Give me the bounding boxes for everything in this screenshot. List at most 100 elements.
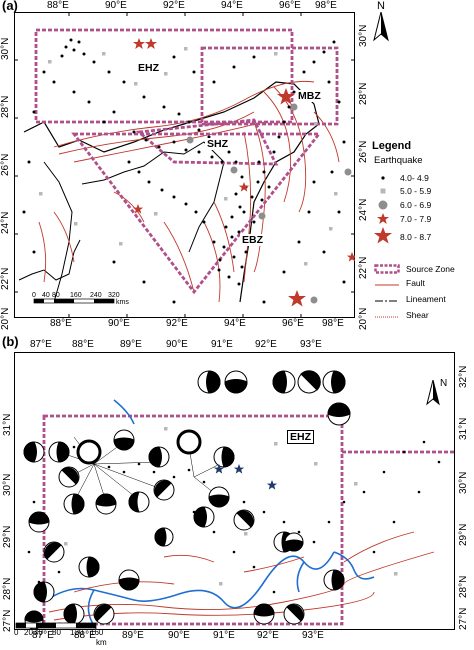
zone-label-ehz: EHZ [136,62,161,74]
earthquake-stars [132,38,355,307]
scale-label: 320 [108,292,120,299]
bottom-tick: 94°E [224,318,246,329]
left-tick: 24°N [0,211,11,234]
bottom-tick: 92°E [257,630,279,641]
legend-mag-2: 5.0 - 5.9 [400,186,432,196]
panel-b: (b) 87°E 88°E 89°E 90°E 91°E 92°E 93°E 3… [0,330,474,650]
scale-unit: kms [116,299,129,306]
top-tick: 93°E [300,339,322,350]
top-tick: 90°E [166,339,188,350]
right-tick: 22°N [358,256,369,279]
legend-zone-swatch [374,264,400,274]
right-tick: 28°N [458,575,469,598]
bottom-tick: 98°E [322,318,344,329]
right-tick: 24°N [358,198,369,221]
scale-label: 120 [70,628,84,637]
bottom-tick: 96°E [282,318,304,329]
legend-shear-swatch [375,316,399,318]
top-tick: 96°E [279,0,301,11]
zone-label-shz: SHZ [205,138,230,150]
map-a [14,12,355,318]
earthquake-squares [39,47,338,266]
top-tick: 87°E [30,339,52,350]
zone-shz [135,118,279,166]
scale-label: 160 [70,292,82,299]
legend-shear: Shear [406,310,429,320]
scale-label: 160 [90,628,104,637]
legend-symbol-dot [381,176,385,180]
scale-label: 0 [32,292,36,299]
left-tick: 30°N [0,37,11,60]
boundary-line [23,81,320,303]
bottom-tick: 91°E [213,630,235,641]
scale-label: 80 [52,292,60,299]
river [87,589,100,630]
top-tick: 98°E [315,0,337,11]
top-tick: 92°E [255,339,277,350]
scale-label: 0 [14,628,19,637]
right-tick: 27°N [458,607,469,630]
right-tick: 26°N [358,140,369,163]
legend-mag-4: 7.0 - 7.9 [400,214,432,224]
bottom-tick: 93°E [302,630,324,641]
legend-subtitle: Earthquake [374,155,423,166]
legend-source-zone: Source Zone [406,264,455,274]
left-tick: 28°N [0,95,11,118]
legend-mag-3: 6.0 - 6.9 [400,200,432,210]
legend-symbol-square [380,188,386,194]
north-label-b: N [440,378,448,389]
scale-label: 40 [42,292,50,299]
earthquake-circles [186,103,352,304]
river [43,551,335,609]
bottom-tick: 90°E [168,630,190,641]
left-tick: 27°N [2,609,13,632]
right-tick: 29°N [458,523,469,546]
right-tick: 32°N [458,365,469,388]
zone-ehz [34,28,294,124]
river [333,551,375,580]
left-tick: 22°N [0,267,11,290]
legend-symbol-star-large [374,227,392,244]
left-tick: 31°N [2,413,13,436]
left-tick: 30°N [2,473,13,496]
bottom-tick: 89°E [122,630,144,641]
top-tick: 92°E [163,0,185,11]
top-tick: 94°E [221,0,243,11]
bottom-tick: 88°E [50,318,72,329]
zone-mbz [200,46,339,126]
north-arrow-icon [373,12,389,42]
river [113,399,135,425]
bottom-tick: 90°E [108,318,130,329]
zone-label-mbz: MBZ [296,90,323,102]
beachballs [23,370,351,630]
scale-bar-a [33,298,115,304]
coastline [18,239,81,281]
legend-fault-swatch [375,284,399,286]
legend-fault: Fault [406,278,425,288]
zone-ebz [71,132,322,295]
scale-label: 240 [90,292,102,299]
zone-label-ebz: EBZ [240,234,265,246]
right-tick: 28°N [358,82,369,105]
earthquake-dots [22,38,346,304]
legend-title: Legend [372,140,412,152]
legend: Legend Earthquake 4.0- 4.9 5.0 - 5.9 6.0… [372,140,474,330]
top-tick: 88°E [72,339,94,350]
legend-symbol-circle [378,200,388,210]
panel-b-label: (b) [2,334,19,349]
left-tick: 20°N [0,307,11,330]
boundary-line [43,141,225,303]
right-tick: 31°N [458,417,469,440]
right-tick: 20°N [358,307,369,330]
legend-lineament-swatch [375,300,399,302]
scale-label: 80 [52,628,61,637]
left-tick: 28°N [2,577,13,600]
scale-label: 40 [34,628,43,637]
panel-a: (a) 88°E 90°E 92°E 94°E 96°E 98°E 30°N 2… [0,0,389,330]
bottom-tick: 88°E [74,630,96,641]
scale-bar-b [15,622,97,629]
bottom-tick: 92°E [166,318,188,329]
scale-label: 20 [24,628,33,637]
panel-a-label: (a) [2,0,18,13]
north-arrow-icon [426,380,440,406]
